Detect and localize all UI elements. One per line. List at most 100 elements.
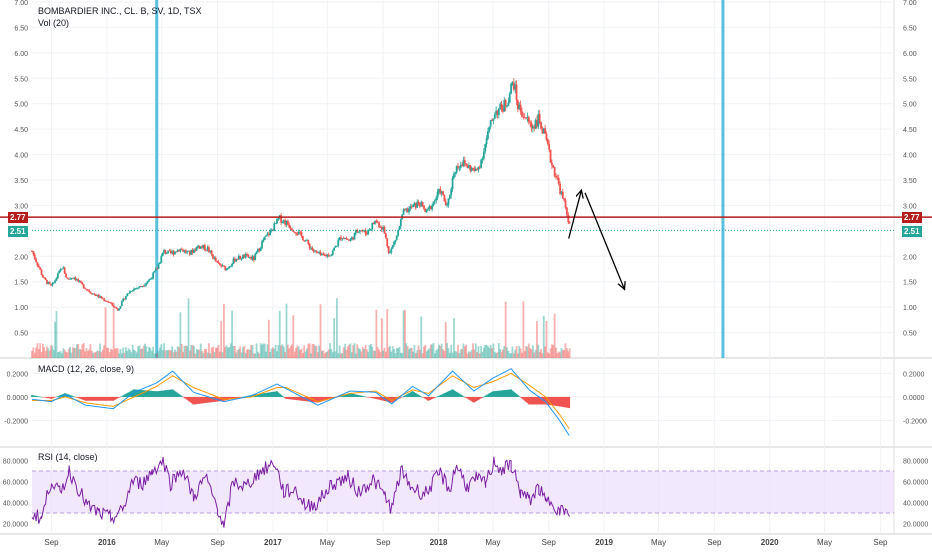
- volume-bar: [103, 345, 106, 358]
- candle-body: [477, 167, 480, 170]
- candle-body: [525, 117, 527, 119]
- macd-histogram-bar: [41, 396, 44, 398]
- candle-body: [81, 282, 84, 285]
- macd-histogram-bar: [554, 396, 556, 406]
- macd-histogram-bar: [96, 396, 99, 401]
- candle-body: [367, 229, 370, 235]
- candle-body: [160, 256, 163, 263]
- volume-bar: [340, 353, 342, 358]
- candle-body: [549, 149, 552, 163]
- candle-body: [80, 280, 82, 283]
- macd-histogram-bar: [430, 396, 433, 400]
- macd-histogram-bar: [46, 396, 48, 398]
- volume-bar: [318, 345, 321, 358]
- volume-bar: [233, 345, 236, 358]
- volume-bar: [31, 350, 33, 358]
- volume-bar: [35, 347, 37, 358]
- macd-histogram-bar: [301, 396, 304, 401]
- rsi-tick-label-right: 80.0000: [903, 458, 928, 465]
- volume-bar: [496, 352, 499, 358]
- volume-bar: [559, 352, 561, 358]
- candle-body: [180, 248, 183, 250]
- macd-histogram-bar: [443, 393, 446, 397]
- volume-bar: [277, 344, 280, 358]
- candle-body: [542, 128, 545, 134]
- macd-histogram-group: [31, 389, 571, 409]
- candle-body: [372, 223, 375, 225]
- macd-histogram-bar: [400, 396, 403, 398]
- candle-body: [153, 270, 156, 273]
- volume-bar: [139, 348, 142, 358]
- candle-body: [345, 238, 348, 240]
- volume-bar: [487, 346, 489, 358]
- candle-body: [134, 288, 137, 290]
- macd-histogram-bar: [200, 396, 203, 404]
- candle-body: [37, 265, 40, 268]
- macd-histogram-bar: [556, 396, 559, 407]
- macd-histogram-bar: [115, 396, 117, 400]
- volume-bar: [446, 343, 449, 358]
- resistance-price-tag-right: 2.77: [902, 212, 922, 223]
- volume-bar: [291, 344, 293, 358]
- macd-histogram-bar: [177, 393, 179, 397]
- volume-bar: [556, 353, 559, 358]
- volume-bar: [194, 353, 197, 358]
- volume-bar: [508, 353, 511, 358]
- candle-body: [480, 159, 483, 168]
- macd-histogram-bar: [360, 395, 362, 397]
- volume-bar: [515, 345, 518, 358]
- candle-body: [315, 250, 318, 252]
- volume-bar: [203, 348, 206, 358]
- macd-histogram-bar: [535, 396, 537, 405]
- candle-body: [107, 301, 110, 303]
- candle-body: [47, 281, 50, 284]
- macd-histogram-bar: [449, 390, 452, 397]
- candle-body: [319, 251, 322, 255]
- volume-bar: [495, 352, 498, 358]
- candle-body: [469, 165, 472, 171]
- volume-bar: [435, 350, 438, 358]
- price-tick-label-left: 1.00: [14, 305, 28, 312]
- macd-histogram-bar: [526, 396, 529, 403]
- candle-body: [552, 165, 555, 168]
- volume-bar: [265, 351, 268, 358]
- volume-bar: [393, 349, 395, 358]
- candle-body: [454, 172, 457, 174]
- volume-bar: [220, 321, 223, 358]
- macd-histogram-bar: [341, 395, 344, 397]
- volume-bar: [465, 344, 468, 358]
- candle-body: [306, 240, 308, 241]
- candle-body: [114, 306, 116, 308]
- candle-body: [78, 280, 81, 282]
- volume-bar: [545, 320, 548, 358]
- volume-bar: [382, 350, 385, 358]
- candle-body: [462, 160, 465, 166]
- macd-histogram-bar: [186, 396, 189, 401]
- volume-bar: [469, 352, 472, 358]
- volume-bar: [104, 307, 107, 358]
- volume-bar: [90, 350, 93, 358]
- volume-bar: [504, 301, 507, 358]
- candle-body: [519, 104, 522, 112]
- candle-body: [405, 208, 408, 210]
- volume-bar: [262, 343, 265, 358]
- macd-histogram-bar: [60, 394, 62, 397]
- macd-histogram-bar: [362, 396, 365, 397]
- candle-body: [431, 205, 434, 210]
- candle-body: [139, 286, 142, 288]
- candle-body: [223, 265, 225, 267]
- macd-histogram-bar: [370, 396, 373, 399]
- volume-bar: [477, 346, 480, 358]
- volume-bar: [161, 350, 164, 358]
- candle-body: [293, 231, 296, 233]
- volume-bar: [485, 344, 488, 358]
- volume-bar: [345, 349, 348, 358]
- candle-body: [510, 84, 512, 94]
- volume-bar: [111, 349, 114, 358]
- candle-body: [334, 246, 337, 248]
- candle-body: [270, 229, 273, 231]
- candle-body: [184, 250, 187, 253]
- macd-histogram-bar: [166, 390, 169, 397]
